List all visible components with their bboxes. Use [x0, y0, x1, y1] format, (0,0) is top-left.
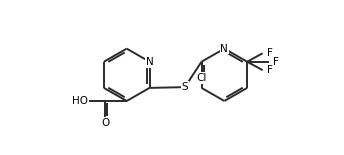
Text: HO: HO [72, 96, 88, 106]
Text: N: N [221, 44, 228, 54]
Text: Cl: Cl [196, 73, 207, 83]
Text: F: F [273, 57, 279, 67]
Text: F: F [267, 48, 272, 58]
Text: O: O [101, 118, 109, 128]
Text: S: S [182, 82, 188, 92]
Text: N: N [146, 57, 153, 67]
Text: F: F [267, 65, 272, 75]
